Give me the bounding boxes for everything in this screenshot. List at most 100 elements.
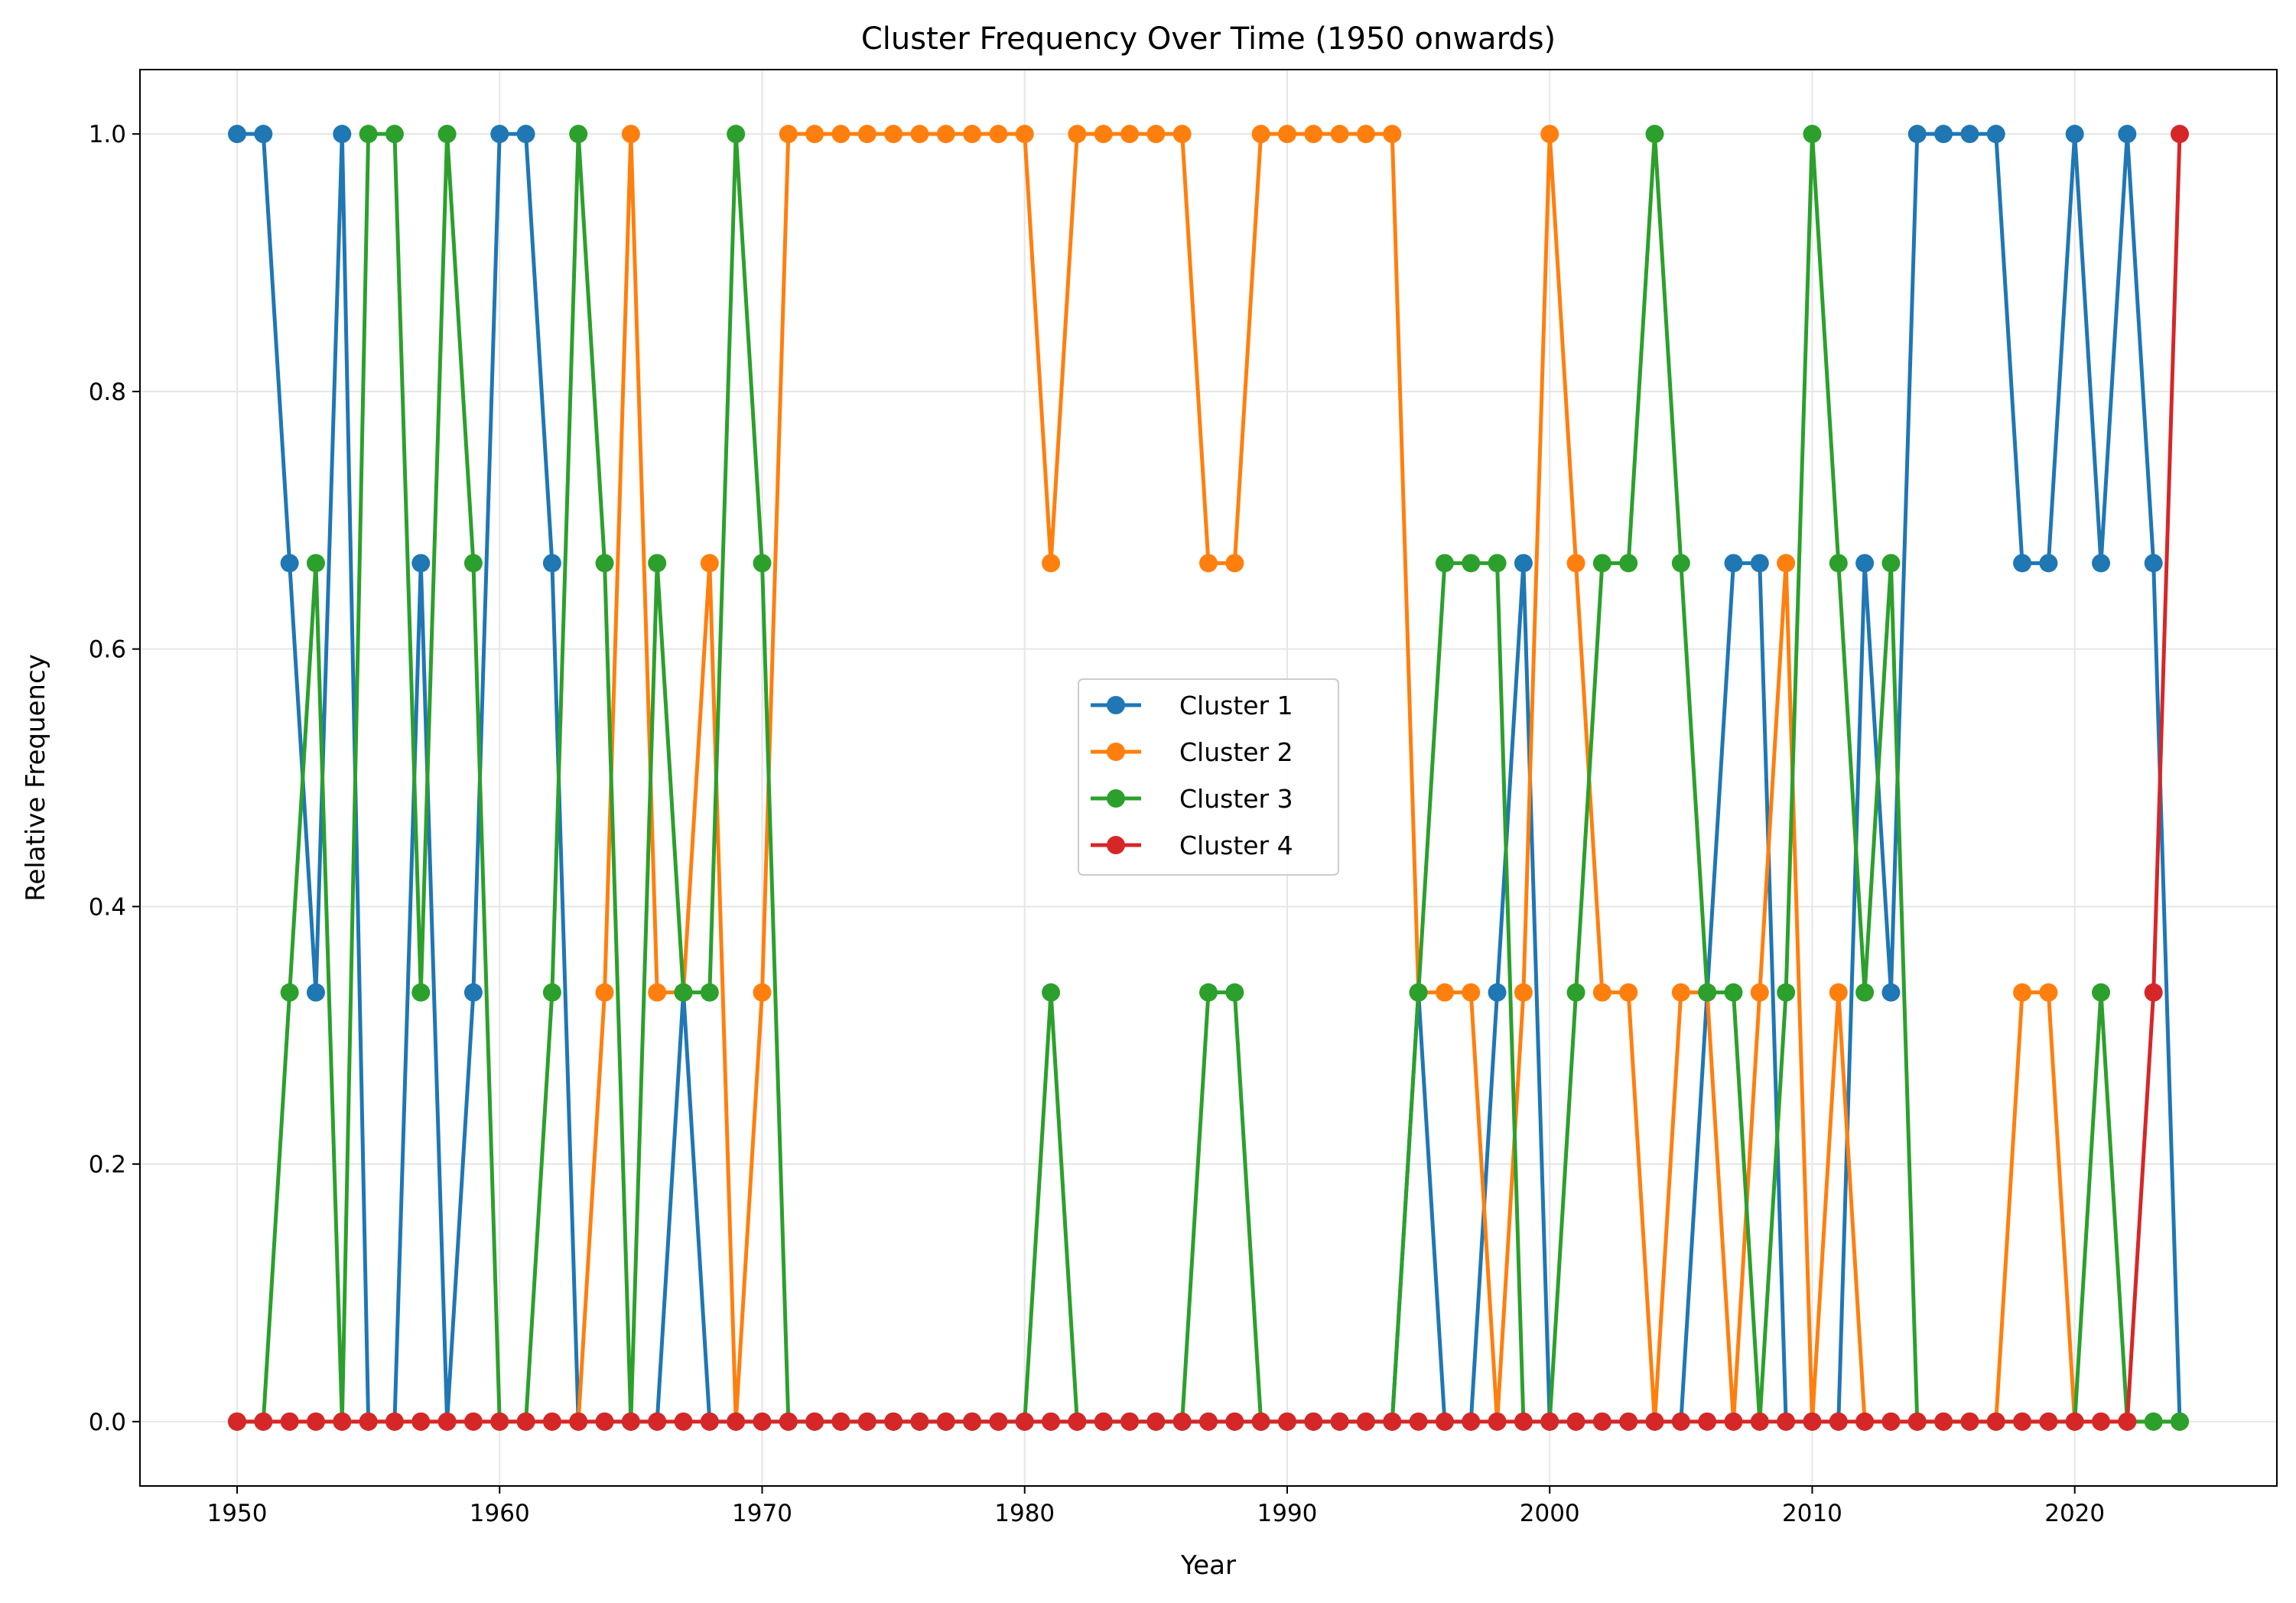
cluster-3-point [1619,554,1638,573]
cluster-2-point [1462,983,1481,1002]
cluster-1-point [1881,983,1901,1002]
cluster-2-point [963,125,982,144]
cluster-4-point [1960,1412,1979,1431]
cluster-3-point [569,125,588,144]
cluster-3-point [1199,983,1218,1002]
cluster-4-point [1120,1412,1140,1431]
series-markers [228,125,2189,1431]
cluster-2-point [1330,125,1349,144]
cluster-4-point [805,1412,824,1431]
cluster-2-point [1750,983,1769,1002]
cluster-4-point [936,1412,955,1431]
cluster-1-point [516,125,535,144]
cluster-1-point [306,983,325,1002]
x-tick-label: 1990 [1257,1500,1318,1527]
cluster-2-point [1015,125,1034,144]
cluster-1-point [1960,125,1979,144]
legend-item: Cluster 1 [1091,691,1293,720]
cluster-2-point [1277,125,1296,144]
cluster-2-point [779,125,798,144]
cluster-4-point [437,1412,457,1431]
cluster-4-point [1225,1412,1244,1431]
cluster-4-point [884,1412,903,1431]
cluster-2-point [1068,125,1087,144]
cluster-4-point [989,1412,1008,1431]
cluster-3-point [411,983,431,1002]
cluster-4-point [1304,1412,1323,1431]
cluster-4-point [1330,1412,1349,1431]
cluster-3-point [1225,983,1244,1002]
cluster-3-point [700,983,719,1002]
cluster-4-point [1724,1412,1743,1431]
cluster-3-point [2092,983,2111,1002]
cluster-4-point [1409,1412,1428,1431]
cluster-4-point [280,1412,299,1431]
y-axis-ticks: 0.0 0.2 0.4 0.6 0.8 1.0 [89,121,140,1436]
cluster-3-point [1435,554,1454,573]
cluster-2-point [1199,554,1218,573]
cluster-2-point [1671,983,1690,1002]
cluster-1-point [2144,554,2163,573]
cluster-3-point [359,125,378,144]
cluster-4-point [831,1412,850,1431]
y-tick-label: 0.0 [89,1409,126,1436]
cluster-4-point [753,1412,772,1431]
cluster-2-point [595,983,614,1002]
x-tick-label: 2020 [2044,1500,2105,1527]
cluster-4-point [700,1412,719,1431]
cluster-4-point [910,1412,929,1431]
cluster-4-markers [228,125,2189,1431]
legend-label: Cluster 2 [1179,737,1293,767]
cluster-2-point [831,125,850,144]
cluster-4-point [648,1412,667,1431]
cluster-4-point [2144,983,2163,1002]
cluster-4-point [1172,1412,1192,1431]
cluster-2-point [1435,983,1454,1002]
cluster-2-point [2039,983,2058,1002]
cluster-3-point [1671,554,1690,573]
cluster-4-point [2039,1412,2058,1431]
cluster-2-point [1383,125,1402,144]
cluster-4-point [542,1412,561,1431]
cluster-4-point [2171,125,2189,144]
cluster-2-point [1356,125,1375,144]
cluster-4-point [1907,1412,1927,1431]
cluster-1-point [2013,554,2032,573]
cluster-1-point [542,554,561,573]
cluster-4-point [1488,1412,1507,1431]
cluster-3-point [1592,554,1611,573]
cluster-1-point [490,125,509,144]
cluster-4-point [1356,1412,1375,1431]
cluster-2-point [936,125,955,144]
cluster-4-point [1462,1412,1481,1431]
cluster-3-point [648,554,667,573]
cluster-4-point [1383,1412,1402,1431]
cluster-3-point [280,983,299,1002]
x-axis-label: Year [1180,1550,1236,1581]
cluster-4-point [674,1412,693,1431]
cluster-1-point [228,125,246,144]
legend-label: Cluster 4 [1179,831,1293,860]
cluster-3-point [306,554,325,573]
cluster-4-point [1829,1412,1848,1431]
cluster-4-point [963,1412,982,1431]
cluster-4-point [569,1412,588,1431]
cluster-2-point [1172,125,1192,144]
cluster-3-point [1803,125,1822,144]
legend-swatch-marker [1107,696,1125,714]
cluster-1-point [1750,554,1769,573]
cluster-2-point [1042,554,1061,573]
cluster-2-point [1540,125,1559,144]
cluster-1-point [411,554,431,573]
cluster-4-point [2065,1412,2084,1431]
cluster-4-point [1645,1412,1664,1431]
cluster-3-point [1777,983,1796,1002]
cluster-3-point [753,554,772,573]
cluster-3-point [1855,983,1875,1002]
cluster-3-point [2171,1412,2189,1431]
y-tick-label: 0.2 [89,1151,126,1179]
cluster-3-point [1566,983,1585,1002]
cluster-2-point [884,125,903,144]
cluster-2-point [1777,554,1796,573]
